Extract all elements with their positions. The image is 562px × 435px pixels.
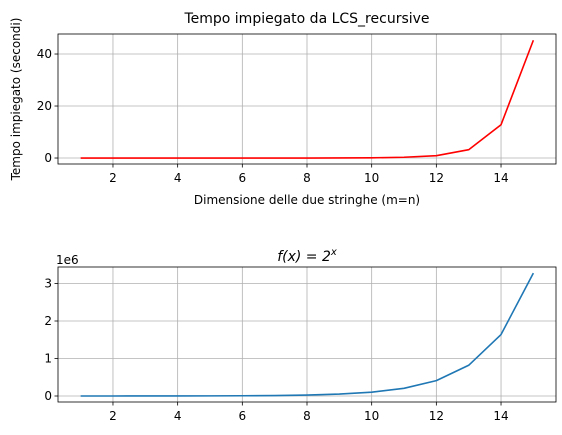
top-chart-ytick-label: 0 (44, 151, 52, 165)
bottom-chart-grid (58, 267, 556, 402)
top-chart-xtick-label: 14 (493, 171, 508, 185)
top-chart-xtick-label: 2 (109, 171, 117, 185)
bottom-chart-title: f(x) = 2x (277, 247, 337, 265)
top-chart-xtick-label: 12 (429, 171, 444, 185)
bottom-chart-xtick-label: 12 (429, 409, 444, 423)
top-chart-series (80, 39, 535, 159)
top-chart-grid (58, 34, 556, 164)
top-chart-xtick-label: 6 (239, 171, 247, 185)
bottom-chart-series-line (80, 272, 535, 397)
bottom-chart-xtick-label: 14 (493, 409, 508, 423)
top-chart-ylabel: Tempo impiegato (secondi) (9, 18, 23, 182)
bottom-chart-xtick-label: 10 (364, 409, 379, 423)
bottom-chart-xtick-label: 4 (174, 409, 182, 423)
top-chart-series-line (80, 39, 535, 159)
top-chart-xlabel: Dimensione delle due stringhe (m=n) (194, 193, 420, 207)
top-chart: 2 4 6 8 10 12 14 0 20 40 Tempo impiegato da LCS_r… (9, 11, 557, 207)
bottom-chart-ytick-label: 1 (44, 352, 52, 366)
top-chart-ytick-label: 40 (37, 47, 52, 61)
bottom-chart-title-exponent: x (330, 247, 337, 258)
bottom-chart-frame (57, 266, 557, 403)
bottom-chart-ytick-label: 0 (44, 389, 52, 403)
bottom-chart-ytick-label: 2 (44, 314, 52, 328)
top-chart-xtick-label: 10 (364, 171, 379, 185)
bottom-chart-title-base: f(x) = 2 (277, 249, 331, 265)
top-chart-xtick-label: 8 (303, 171, 311, 185)
top-chart-ytick-label: 20 (37, 99, 52, 113)
bottom-chart-series (80, 272, 535, 397)
top-chart-title: Tempo impiegato da LCS_recursive (183, 11, 429, 27)
top-chart-frame (57, 33, 557, 165)
bottom-chart-xtick-label: 8 (303, 409, 311, 423)
top-chart-xtick-label: 4 (174, 171, 182, 185)
bottom-chart-xtick-label: 2 (109, 409, 117, 423)
top-chart-ticks: 2 4 6 8 10 12 14 0 20 40 (37, 47, 509, 185)
bottom-chart-xtick-label: 6 (239, 409, 247, 423)
bottom-chart-offset-label: 1e6 (56, 253, 79, 267)
bottom-chart-ytick-label: 3 (44, 277, 52, 291)
